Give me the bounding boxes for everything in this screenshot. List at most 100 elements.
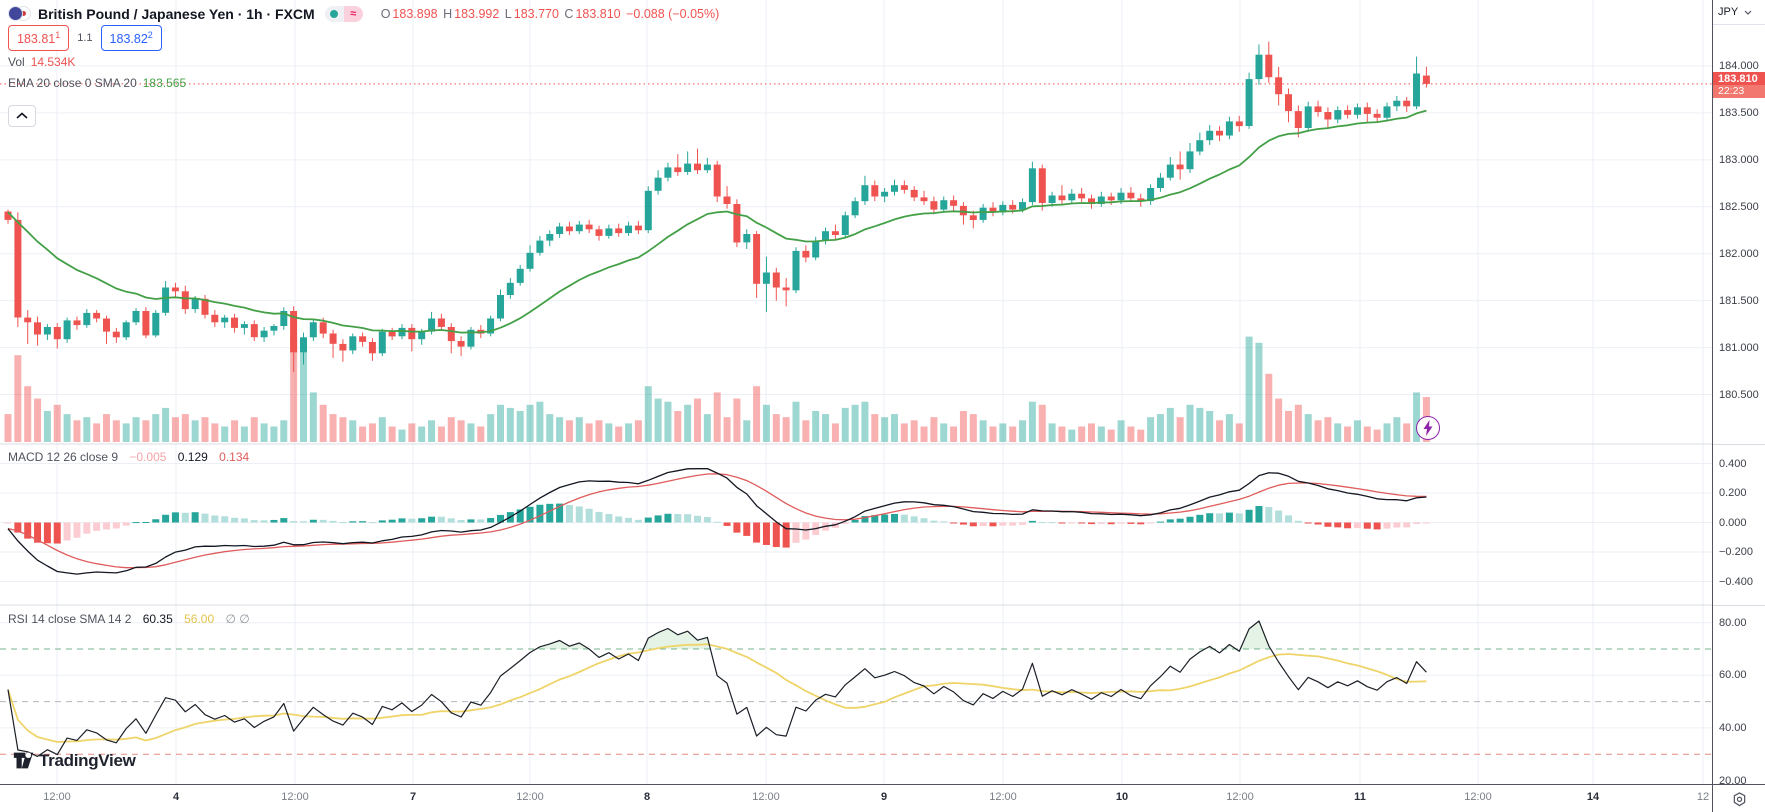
macd-histogram-bar	[1127, 522, 1135, 524]
volume-bar	[940, 423, 948, 442]
volume-bar	[1058, 426, 1066, 442]
macd-histogram-bar	[1285, 515, 1292, 523]
macd-histogram-bar	[93, 522, 101, 531]
volume-bar	[1216, 420, 1224, 442]
instant-trading-button[interactable]	[1416, 416, 1440, 440]
volume-bar	[497, 404, 504, 442]
volume-bar	[1265, 373, 1273, 442]
macd-histogram-bar	[63, 522, 71, 541]
volume-bar	[516, 411, 524, 442]
volume-bar	[250, 417, 258, 442]
time-tick: 7	[409, 791, 417, 803]
macd-histogram-bar	[349, 521, 357, 523]
low-value: 183.770	[513, 7, 559, 21]
price-axis[interactable]: JPY 183.810 22:23 184.000 183.500 183.000 1…	[1712, 0, 1765, 787]
volume-bar	[1334, 423, 1342, 442]
chart-canvas[interactable]	[0, 0, 1712, 784]
sell-button[interactable]: 183.811	[8, 25, 70, 51]
volume-bar	[359, 426, 367, 442]
volume-bar	[595, 420, 603, 442]
macd-histogram-bar	[162, 514, 170, 523]
market-status-badge[interactable]: ≈	[324, 6, 363, 22]
close-value: 183.810	[575, 7, 621, 21]
volume-bar	[221, 426, 229, 442]
volume-bar	[762, 404, 770, 442]
rsi-tick: 60.00	[1719, 669, 1747, 682]
macd-histogram-bar	[270, 519, 278, 523]
volume-bar	[910, 420, 918, 442]
volume-bar	[969, 414, 977, 442]
macd-histogram-bar	[24, 522, 32, 539]
macd-histogram-bar	[556, 503, 564, 523]
volume-bar	[1176, 417, 1184, 442]
volume-bar	[605, 423, 613, 442]
symbol-title[interactable]: British Pound / Japanese Yen · 1h · FXCM	[38, 6, 315, 22]
bar-countdown: 22:23	[1713, 85, 1765, 98]
volume-bar	[260, 423, 268, 442]
macd-legend[interactable]: MACD 12 26 close 9 −0.005 0.129 0.134	[8, 450, 250, 464]
volume-bar	[979, 420, 987, 442]
macd-histogram-bar	[1147, 522, 1155, 524]
volume-bar	[694, 398, 701, 442]
macd-histogram-bar	[516, 509, 524, 523]
volume-bar	[585, 423, 593, 442]
volume-bar	[339, 417, 347, 442]
macd-histogram-bar	[1255, 506, 1263, 523]
currency-selector[interactable]: JPY	[1718, 3, 1764, 21]
volume-bar	[1078, 426, 1086, 442]
macd-histogram-bar	[634, 519, 642, 523]
time-tick: 9	[880, 791, 888, 803]
macd-histogram-bar	[457, 520, 465, 523]
volume-bar	[53, 404, 61, 442]
gear-icon	[1733, 791, 1746, 806]
macd-histogram-bar	[73, 522, 81, 538]
volume-bar	[388, 426, 396, 442]
time-tick: 12:00	[989, 791, 1017, 803]
volume-bar	[211, 423, 219, 442]
macd-histogram-bar	[930, 520, 938, 523]
volume-bar	[644, 386, 652, 442]
rsi-legend[interactable]: RSI 14 close SMA 14 2 60.35 56.00 ∅ ∅	[8, 612, 250, 626]
macd-histogram-bar	[34, 522, 42, 543]
volume-bar	[1009, 426, 1017, 442]
volume-bar	[418, 426, 426, 442]
macd-histogram-bar	[753, 522, 761, 543]
volume-bar	[1019, 420, 1027, 442]
macd-histogram-bar	[920, 518, 928, 523]
volume-bar	[792, 401, 800, 442]
macd-histogram-bar	[595, 511, 603, 523]
macd-histogram-bar	[191, 512, 199, 523]
volume-bar	[950, 426, 958, 442]
macd-histogram-bar	[1038, 522, 1046, 524]
macd-tick: −0.400	[1719, 575, 1753, 588]
macd-histogram-bar	[300, 521, 307, 523]
volume-bar	[1068, 429, 1076, 442]
volume-bar	[615, 426, 623, 442]
macd-histogram-bar	[467, 519, 475, 523]
time-axis[interactable]: 12:00 4 12:00 7 12:00 8 12:00 9 12:00 10 12:00 11 12…	[0, 784, 1712, 812]
volume-bar	[753, 386, 761, 442]
collapse-legend-button[interactable]	[8, 105, 36, 127]
price-tick: 183.500	[1719, 106, 1759, 119]
time-tick: 4	[172, 791, 180, 803]
ema-legend[interactable]: EMA 20 close 0 SMA 20 183.565	[8, 76, 187, 90]
time-tick: 12:00	[43, 791, 71, 803]
macd-histogram-bar	[654, 515, 662, 523]
axis-settings-button[interactable]	[1712, 784, 1765, 812]
macd-histogram-bar	[575, 506, 583, 523]
macd-histogram-bar	[881, 514, 889, 523]
macd-histogram-bar	[1107, 522, 1115, 525]
tradingview-watermark[interactable]: TradingView	[13, 750, 136, 771]
time-tick: 12:00	[752, 791, 780, 803]
symbol-pair-logo-icon	[8, 6, 32, 22]
macd-histogram-bar	[762, 522, 770, 545]
volume-legend[interactable]: Vol 14.534K	[8, 55, 76, 69]
volume-bar	[171, 417, 179, 442]
volume-bar	[900, 423, 908, 442]
volume-bar	[664, 401, 672, 442]
buy-button[interactable]: 183.822	[100, 25, 162, 51]
bid-ask-row: 183.811 1.1 183.822	[8, 25, 162, 51]
volume-bar	[309, 392, 317, 442]
volume-bar	[575, 417, 583, 442]
macd-histogram-bar	[900, 514, 908, 523]
